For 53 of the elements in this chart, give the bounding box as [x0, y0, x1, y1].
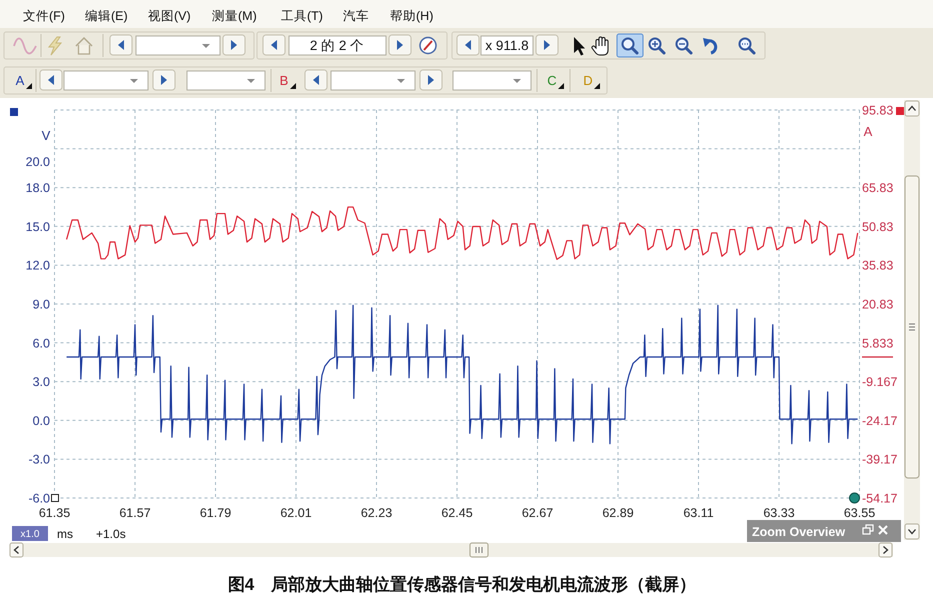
- y-tick-label: 9.0: [32, 298, 50, 312]
- y2-tick-label: 5.833: [862, 336, 894, 350]
- y2-tick-label: -39.17: [862, 452, 898, 467]
- x-tick-label: 62.89: [602, 506, 634, 520]
- y2-tick-label: 95.83: [862, 104, 894, 118]
- text: 汽车: [343, 9, 369, 23]
- text: 文件(F): [23, 9, 65, 23]
- y2-tick-label: -24.17: [862, 414, 898, 428]
- x-tick-label: 62.01: [280, 506, 312, 520]
- line-series: [66, 304, 858, 444]
- y-tick-label: 18.0: [26, 181, 50, 196]
- text: 帮助(H): [390, 9, 434, 23]
- text: 测量(M): [212, 9, 257, 23]
- x-axis-title: ms: [57, 527, 73, 541]
- x-tick-label: 61.57: [119, 506, 151, 520]
- text: B: [280, 73, 288, 88]
- y-tick-label: 3.0: [32, 375, 50, 390]
- y2-tick-label: 20.83: [862, 298, 894, 312]
- x-tick-label: 63.33: [763, 506, 795, 520]
- y2-tick-label: 50.83: [862, 220, 894, 234]
- x-tick-label: 62.67: [522, 506, 554, 520]
- text: 图4 局部放大曲轴位置传感器信号和发电机电流波形（截屏）: [228, 575, 696, 594]
- text: 2 的 2 个: [310, 38, 364, 53]
- text: A: [16, 73, 25, 88]
- x-tick-label: 62.23: [360, 506, 392, 520]
- y2-tick-label: -9.167: [862, 375, 898, 390]
- text: +1.0s: [96, 527, 126, 541]
- y-axis-title: V: [42, 128, 51, 143]
- y2-tick-label: 35.83: [862, 258, 894, 273]
- text: x1.0: [20, 529, 40, 540]
- y2-tick-label: -54.17: [862, 492, 898, 506]
- x-tick-label: 63.11: [683, 506, 714, 520]
- x-tick-label: 61.79: [200, 506, 232, 520]
- text: 工具(T): [281, 9, 323, 23]
- y-tick-label: 6.0: [32, 336, 50, 350]
- y-tick-label: -3.0: [28, 452, 50, 467]
- line-series: [66, 206, 858, 260]
- y-tick-label: -6.0: [28, 492, 50, 506]
- text: 视图(V): [148, 9, 191, 23]
- y-tick-label: 12.0: [26, 258, 50, 273]
- text: x 911.8: [485, 38, 529, 53]
- y2-tick-label: 65.83: [862, 181, 894, 196]
- x-tick-label: 63.55: [844, 506, 876, 520]
- y-tick-label: 15.0: [26, 220, 50, 234]
- text: 编辑(E): [85, 9, 128, 23]
- text: D: [583, 73, 593, 88]
- x-tick-label: 61.35: [38, 506, 70, 520]
- y-tick-label: 0.0: [32, 414, 50, 428]
- text: C: [547, 73, 557, 88]
- y-tick-label: 20.0: [26, 155, 50, 170]
- text: Zoom Overview: [752, 525, 846, 539]
- x-tick-label: 62.45: [441, 506, 473, 520]
- y2-axis-title: A: [864, 124, 873, 139]
